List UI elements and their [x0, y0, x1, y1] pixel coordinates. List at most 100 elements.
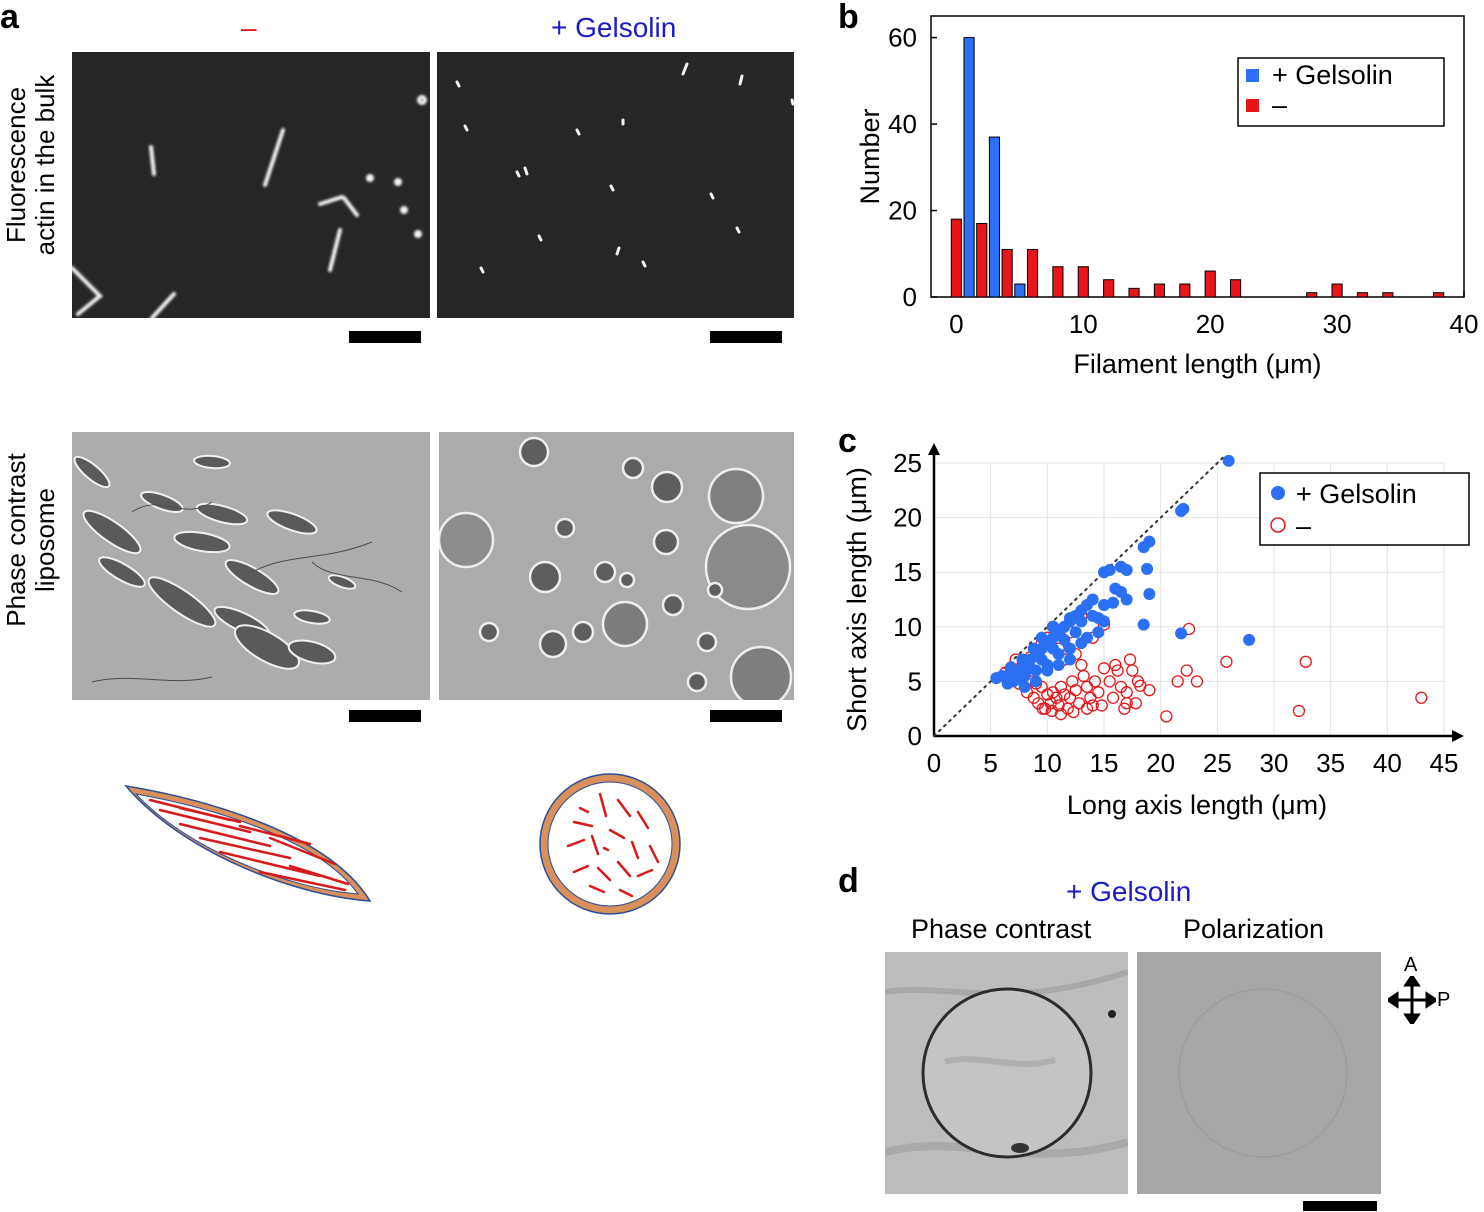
row-label-fluorescence-line2: actin in the bulk [29, 74, 60, 256]
point [1036, 702, 1049, 715]
phase-contrast-image-gelsolin [439, 432, 794, 700]
point [1175, 505, 1188, 518]
y-tick-label: 0 [903, 282, 917, 312]
scale-bar-phase-minus [349, 710, 421, 722]
point [1035, 631, 1048, 644]
point [1064, 612, 1076, 625]
point [1107, 596, 1120, 609]
bar [1306, 292, 1318, 298]
bar [1153, 283, 1166, 298]
point [1180, 664, 1193, 677]
vesicle-phase [885, 952, 1128, 1194]
legend-swatch [1246, 69, 1259, 82]
point [1141, 562, 1154, 575]
legend-label: – [1296, 511, 1311, 541]
point [1005, 661, 1018, 674]
point [1064, 653, 1076, 666]
legend-marker [1271, 486, 1285, 500]
plot-frame [930, 15, 1465, 298]
panel-letter-a: a [0, 0, 19, 36]
polarizer-label: P [1437, 989, 1451, 1011]
point [1052, 659, 1065, 672]
y-axis-label: Number [855, 108, 885, 204]
y-tick-label: 10 [893, 612, 922, 642]
point [1143, 588, 1156, 601]
schematic-spindle-liposome [124, 784, 372, 902]
point [1047, 642, 1059, 655]
fluorescence-filaments-gelsolin [455, 62, 794, 274]
phase-contrast-image-minus [72, 432, 430, 700]
legend-label: + Gelsolin [1272, 60, 1393, 90]
phase-contrast-vesicle-image [885, 952, 1128, 1194]
bar [950, 218, 962, 298]
x-tick-label: 15 [1090, 748, 1119, 778]
scale-bar-fluorescence-minus [349, 331, 421, 343]
crossed-arrows-icon [1388, 976, 1436, 1024]
fluorescence-image-minus [72, 52, 430, 318]
row-label-fluorescence-line1: Fluorescence [1, 86, 31, 244]
point [1103, 675, 1116, 688]
legend-swatch [1246, 99, 1259, 112]
point [1220, 655, 1233, 668]
point [1126, 664, 1139, 677]
point [1115, 585, 1127, 598]
y-axis-label: Short axis length (μm) [842, 467, 872, 732]
bar [1356, 292, 1369, 298]
histogram-filament-length: 0 20 40 60 0 10 20 30 40 Filament length (μm) Numb… [855, 15, 1478, 379]
x-tick-label: 30 [1260, 748, 1289, 778]
scale-bar-fluorescence-gelsolin [710, 331, 782, 343]
panel-d-condition: + Gelsolin [1066, 876, 1192, 907]
point [1064, 642, 1076, 655]
row-label-fluorescence: Fluorescence actin in the bulk [1, 45, 60, 285]
point [1030, 675, 1042, 688]
point [1035, 653, 1048, 666]
point [1066, 675, 1079, 688]
bar [1077, 266, 1089, 298]
point [1160, 710, 1173, 723]
y-tick-label: 40 [888, 109, 917, 139]
bar [1103, 279, 1115, 298]
point [1067, 705, 1080, 719]
point [1129, 697, 1142, 710]
point [1092, 612, 1105, 625]
scale-bar-vesicle [1303, 1201, 1377, 1211]
label-phase-contrast: Phase contrast [911, 914, 1092, 944]
fluorescence-filaments-minus [72, 95, 427, 318]
point [1075, 658, 1088, 672]
point [1045, 704, 1059, 718]
x-axis-label: Long axis length (μm) [1067, 790, 1327, 820]
bar [988, 136, 1001, 298]
spindle-liposomes [72, 432, 430, 700]
point [1080, 702, 1094, 715]
point [1175, 627, 1188, 640]
point [1054, 708, 1068, 721]
point [1137, 618, 1150, 631]
x-tick-label: 0 [927, 748, 941, 778]
bar [1229, 279, 1242, 298]
point [1058, 688, 1071, 701]
point [1120, 564, 1133, 577]
y-axis-arrow [928, 443, 940, 455]
y-tick-label: 15 [893, 557, 922, 587]
x-tick-label: 0 [949, 309, 963, 339]
point [1075, 615, 1088, 628]
vesicle-polarization [1137, 952, 1381, 1194]
point [1190, 675, 1204, 688]
scatter-axis-lengths: 0 5 10 15 20 25 0 5 10 15 20 25 30 35 40 45 Long axis le… [842, 443, 1470, 820]
point [1047, 620, 1059, 633]
x-tick-label: 20 [1196, 309, 1225, 339]
x-axis-arrow [1452, 730, 1464, 742]
point [1001, 677, 1014, 690]
point [1092, 686, 1105, 699]
bar [1026, 248, 1039, 298]
analyzer-label: A [1404, 954, 1418, 976]
bar [1382, 292, 1394, 298]
point [1143, 683, 1156, 697]
row-label-phase-line1: Phase contrast [1, 453, 31, 627]
point [1027, 642, 1040, 655]
legend-label: – [1272, 90, 1287, 120]
point [1292, 704, 1306, 718]
point [1080, 680, 1094, 694]
bar [1014, 283, 1026, 298]
point [1131, 675, 1145, 688]
